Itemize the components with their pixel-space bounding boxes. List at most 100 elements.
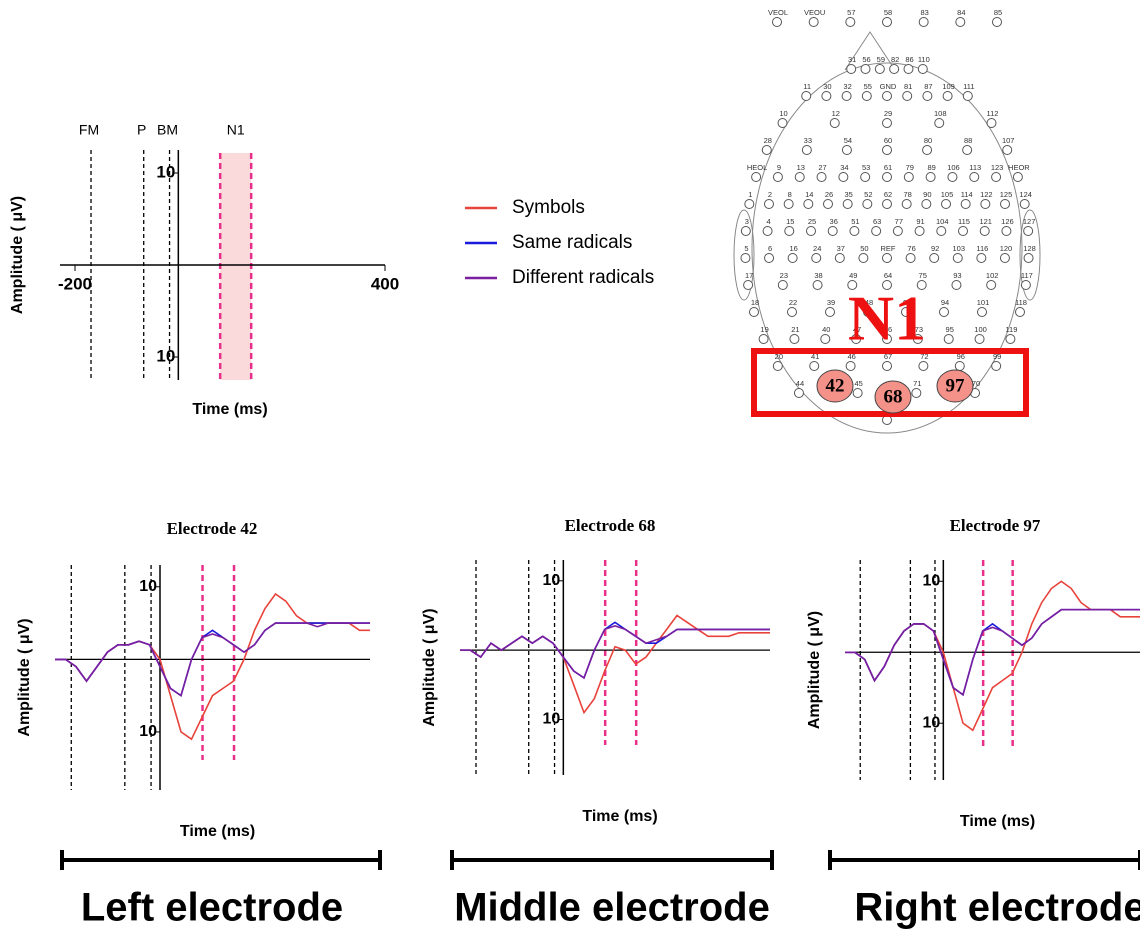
electrode-label: 90 (923, 190, 931, 199)
electrode-label: 30 (823, 82, 831, 91)
electrode-label: 89 (927, 163, 935, 172)
electrode (911, 388, 922, 398)
electrode (905, 253, 916, 263)
panel: Electrode 68 10 10 Time (ms) Amplitude ( μV)… (421, 516, 774, 930)
y-tick-label: 10 (543, 572, 561, 589)
electrode-label: 105 (941, 190, 954, 199)
electrode-label: 125 (1000, 190, 1013, 199)
roi-box (751, 348, 1029, 417)
electrode (882, 91, 892, 101)
y-axis-label: Amplitude ( μV) (16, 618, 33, 736)
electrode-label: 34 (840, 163, 848, 172)
electrode-label: 121 (979, 217, 992, 226)
electrode (1014, 307, 1025, 317)
electrode (991, 361, 1002, 371)
highlight-label: 68 (884, 386, 903, 407)
electrode-label: 26 (825, 190, 833, 199)
electrode-label: 20 (775, 352, 783, 361)
electrode (1023, 226, 1034, 236)
electrode-label: 100 (974, 325, 987, 334)
electrode (772, 361, 783, 371)
electrode-label: 96 (957, 352, 965, 361)
electrode-label: 114 (961, 190, 973, 199)
electrode-label: 4 (766, 217, 770, 226)
electrode-label: 41 (811, 352, 819, 361)
electrode (976, 307, 987, 317)
electrode (925, 172, 936, 182)
electrode (889, 64, 900, 74)
electrode (852, 388, 863, 398)
electrode-label: 40 (822, 325, 830, 334)
region-label: Left electrode (81, 886, 343, 930)
electrode (811, 253, 822, 263)
electrode-label: 10 (779, 109, 787, 118)
electrode (922, 91, 933, 101)
electrode (943, 334, 954, 344)
electrode (882, 145, 892, 155)
electrode (882, 253, 892, 263)
electrode (825, 307, 836, 317)
electrode (861, 91, 872, 101)
electrode (938, 307, 949, 317)
electrode-label: 11 (803, 82, 811, 91)
electrode-label: 111 (963, 82, 974, 91)
electrode-label: 15 (786, 217, 794, 226)
electrode (914, 226, 925, 236)
panel-title: Electrode 97 (950, 516, 1041, 535)
electrode-label: 93 (953, 271, 961, 280)
electrode-label: 27 (818, 163, 826, 172)
event-label: BM (157, 122, 178, 138)
electrode (941, 199, 952, 209)
electrode (763, 199, 774, 209)
electrode (922, 145, 933, 155)
electrode (860, 172, 871, 182)
electrode (809, 361, 820, 371)
electrode (902, 91, 913, 101)
electrode (805, 226, 816, 236)
electrode-label: 72 (920, 352, 928, 361)
electrode-label: 22 (789, 298, 797, 307)
electrode-label: 110 (918, 55, 930, 64)
electrode (862, 199, 873, 209)
electrode-label: 33 (804, 136, 812, 145)
electrode (1005, 334, 1016, 344)
electrode-label: 92 (931, 244, 939, 253)
y-tick-label: 10 (139, 578, 157, 595)
electrode-label: 123 (991, 163, 1004, 172)
electrode-label: 67 (884, 352, 892, 361)
electrode (808, 17, 819, 27)
electrode (827, 226, 838, 236)
electrode-label: 118 (1015, 298, 1027, 307)
electrode (847, 280, 858, 290)
electrode-label: 37 (837, 244, 845, 253)
electrode (1019, 199, 1030, 209)
electrode-label: 119 (1005, 325, 1017, 334)
electrode-label: 65 (903, 298, 911, 307)
electrode-label: 81 (904, 82, 912, 91)
electrode-label: 127 (1023, 217, 1036, 226)
electrode (749, 307, 760, 317)
electrode (777, 118, 788, 128)
n1-window (220, 153, 252, 380)
electrode (787, 253, 798, 263)
y-tick-label: 10 (156, 162, 175, 181)
electrode (744, 199, 755, 209)
electrode-label: 84 (957, 8, 965, 17)
electrode (912, 334, 923, 344)
electrode (772, 17, 782, 27)
highlight-label: 42 (826, 375, 845, 396)
y-tick-label: 10 (543, 711, 561, 728)
electrode (783, 199, 794, 209)
electrode (947, 172, 958, 182)
electrode-label: 17 (745, 271, 753, 280)
electrode-label: 18 (751, 298, 759, 307)
electrode (962, 91, 973, 101)
highlight-electrode (816, 369, 854, 403)
y-axis-label: Amplitude ( μV) (9, 196, 26, 314)
electrode (871, 226, 882, 236)
electrode (882, 199, 892, 209)
electrode (812, 280, 823, 290)
panel: Electrode 97 10 10 Time (ms) Amplitude ( μV)… (806, 516, 1140, 930)
electrode (849, 226, 860, 236)
electrode-label: 38 (814, 271, 822, 280)
